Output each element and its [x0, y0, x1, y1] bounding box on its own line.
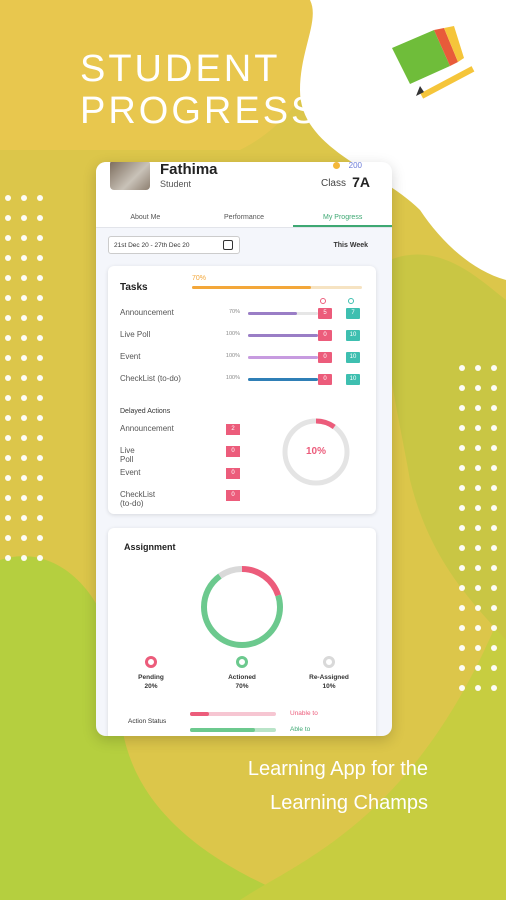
- legend-reassigned[interactable]: Re-Assigned 10%: [294, 656, 364, 690]
- done-icon: [348, 298, 354, 304]
- calendar-icon[interactable]: [223, 240, 233, 250]
- assignment-donut: [201, 566, 283, 648]
- coin-count: 200: [348, 162, 362, 170]
- task-row-fill: [248, 356, 318, 359]
- task-row[interactable]: Announcement 70% 5 7: [120, 308, 364, 320]
- task-row-track: [248, 356, 318, 359]
- task-row[interactable]: Live Poll 100% 0 10: [120, 330, 364, 342]
- delayed-row-label: Announcement: [120, 424, 174, 433]
- task-row-percent: 70%: [228, 309, 240, 315]
- period-label[interactable]: This Week: [333, 242, 369, 249]
- tab-performance[interactable]: Performance: [223, 214, 265, 221]
- legend-pending[interactable]: Pending 20%: [116, 656, 186, 690]
- able-status-fill: [190, 728, 256, 732]
- task-row-pending-badge: 0: [318, 352, 332, 363]
- legend-value: 20%: [144, 683, 158, 690]
- tagline-line-2: Learning Champs: [270, 792, 428, 814]
- tasks-card: Tasks 70% Announcement 70% 5 7 Live Poll…: [108, 266, 376, 514]
- tasks-overall-fill: [192, 286, 311, 289]
- headline-line-2: PROGRESS: [80, 90, 320, 132]
- delayed-row-count: 2: [226, 424, 240, 435]
- task-row-track: [248, 312, 318, 315]
- legend-label: Re-Assigned: [309, 674, 349, 681]
- delayed-ring-fill: [282, 418, 350, 486]
- tasks-title: Tasks: [120, 282, 148, 293]
- pending-ring-icon: [145, 656, 157, 668]
- action-status-label: Action Status: [128, 718, 167, 725]
- promo-tagline: Learning App for the Learning Champs: [248, 752, 428, 820]
- pending-icon: [320, 298, 326, 304]
- profile-tabs: About Me Performance My Progress: [96, 212, 392, 228]
- delayed-row-count: 0: [226, 468, 240, 479]
- assignment-title: Assignment: [124, 542, 176, 552]
- task-row-percent: 100%: [225, 331, 240, 337]
- task-row-label: Event: [120, 352, 141, 361]
- delayed-row-count: 0: [226, 490, 240, 501]
- task-row-label: Announcement: [120, 308, 174, 317]
- status-text-unable: Unable to: [290, 710, 318, 717]
- legend-actioned[interactable]: Actioned 70%: [207, 656, 277, 690]
- task-row-pending-badge: 0: [318, 374, 332, 385]
- book-pencil-logo-icon: [392, 26, 475, 99]
- task-row-fill: [248, 378, 318, 381]
- class-label: Class: [320, 178, 346, 189]
- tab-my-progress[interactable]: My Progress: [293, 212, 392, 227]
- legend-value: 10%: [322, 683, 336, 690]
- task-row-label: CheckList (to-do): [120, 374, 181, 383]
- date-range-picker[interactable]: 21st Dec 20 - 27th Dec 20: [108, 236, 240, 254]
- tasks-overall-track: [192, 286, 362, 289]
- coin-icon: [333, 162, 340, 169]
- able-status-bar: [190, 728, 276, 732]
- delayed-percent-ring: [282, 418, 350, 486]
- legend-label: Pending: [138, 674, 164, 681]
- task-row[interactable]: CheckList (to-do) 100% 0 10: [120, 374, 364, 386]
- task-row-done-badge: 10: [346, 330, 360, 341]
- tab-about-me[interactable]: About Me: [130, 214, 161, 221]
- profile-name: Fathima: [160, 162, 218, 178]
- date-range-text: 21st Dec 20 - 27th Dec 20: [114, 242, 190, 249]
- task-row[interactable]: Event 100% 0 10: [120, 352, 364, 364]
- task-row-percent: 100%: [225, 375, 240, 381]
- task-row-label: Live Poll: [120, 330, 151, 339]
- profile-header: Fathima Student 200 Class 7A About Me Pe…: [96, 162, 392, 228]
- task-row-fill: [248, 312, 297, 315]
- task-row-done-badge: 10: [346, 352, 360, 363]
- avatar[interactable]: [110, 162, 150, 190]
- class-value: 7A: [352, 174, 370, 190]
- unable-status-bar: [190, 712, 276, 716]
- assignment-card: Assignment Pending 20% Actioned 70% Re-A…: [108, 528, 376, 736]
- legend-value: 70%: [235, 683, 249, 690]
- assignment-segment-reassigned: [201, 566, 283, 648]
- task-row-done-badge: 7: [346, 308, 360, 319]
- delayed-row-label: CheckList (to-do): [120, 490, 156, 508]
- phone-screen: Fathima Student 200 Class 7A About Me Pe…: [96, 162, 392, 736]
- profile-role: Student: [160, 179, 192, 189]
- task-row-track: [248, 334, 318, 337]
- task-row-pending-badge: 5: [318, 308, 332, 319]
- unable-status-fill: [190, 712, 209, 716]
- task-row-done-badge: 10: [346, 374, 360, 385]
- tagline-line-1: Learning App for the: [247, 758, 428, 780]
- delayed-row-count: 0: [226, 446, 240, 457]
- delayed-row-label: Live Poll: [120, 446, 135, 464]
- tasks-overall-percent: 70%: [192, 275, 207, 282]
- legend-label: Actioned: [228, 674, 256, 681]
- assignment-segment-actioned: [201, 566, 283, 648]
- reassigned-ring-icon: [323, 656, 335, 668]
- delayed-row-label: Event: [120, 468, 141, 477]
- task-row-track: [248, 378, 318, 381]
- promo-headline: STUDENT PROGRESS: [80, 48, 319, 132]
- headline-line-1: STUDENT: [80, 48, 281, 90]
- delayed-actions-title: Delayed Actions: [120, 408, 171, 415]
- actioned-ring-icon: [236, 656, 248, 668]
- task-row-pending-badge: 0: [318, 330, 332, 341]
- status-text-able: Able to: [290, 726, 311, 733]
- task-row-fill: [248, 334, 318, 337]
- delayed-percent-label: 10%: [305, 446, 326, 457]
- task-row-percent: 100%: [225, 353, 240, 359]
